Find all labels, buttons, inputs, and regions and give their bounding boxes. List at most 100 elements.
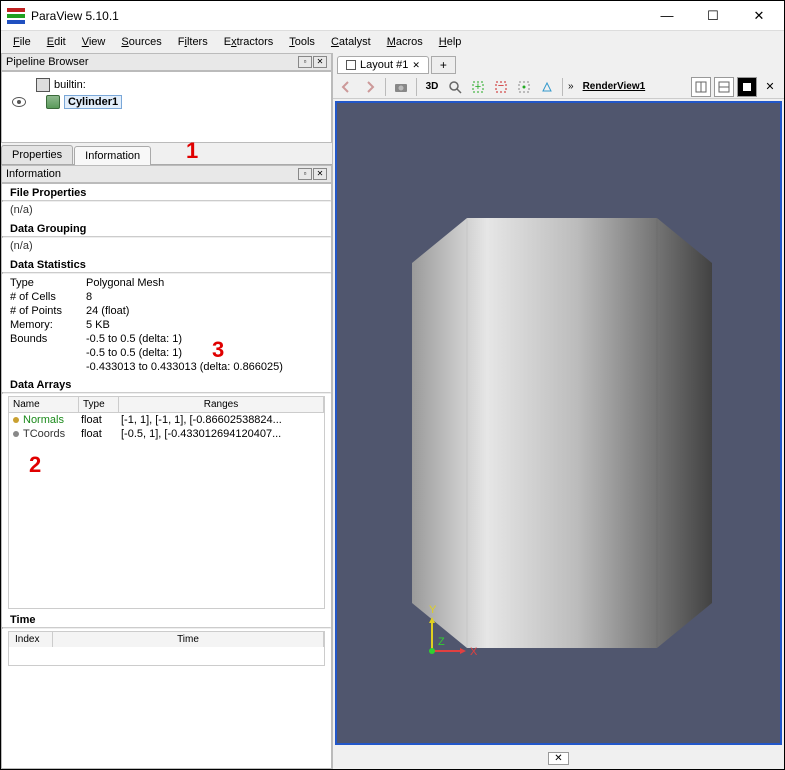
layout-tabs: Layout #1 ✕ +	[333, 53, 784, 75]
annotation-3: 3	[212, 337, 224, 363]
cylinder-icon	[46, 95, 60, 109]
col-type[interactable]: Type	[79, 397, 119, 412]
menu-view[interactable]: View	[74, 34, 114, 50]
array-dot-icon	[13, 417, 19, 423]
close-icon[interactable]: ✕	[313, 56, 327, 68]
col-name[interactable]: Name	[9, 397, 79, 412]
stat-points-value: 24 (float)	[86, 305, 129, 317]
stat-bounds-1: -0.5 to 0.5 (delta: 1)	[86, 333, 182, 345]
tab-information[interactable]: Information	[74, 146, 151, 165]
section-data-arrays: Data Arrays	[2, 376, 331, 392]
data-arrays-table: Name Type Ranges Normalsfloat[-1, 1], [-…	[8, 396, 325, 609]
window-title: ParaView 5.10.1	[31, 9, 644, 23]
visibility-eye-icon[interactable]	[12, 97, 26, 107]
array-row[interactable]: TCoordsfloat[-0.5, 1], [-0.4330126941204…	[9, 427, 324, 441]
time-table: Index Time	[8, 631, 325, 666]
stat-bounds-label: Bounds	[10, 333, 86, 345]
section-data-statistics: Data Statistics	[2, 256, 331, 272]
maximize-button[interactable]: ☐	[690, 1, 736, 31]
menu-macros[interactable]: Macros	[379, 34, 431, 50]
3d-mode-button[interactable]: 3D	[422, 77, 442, 97]
menu-extractors[interactable]: Extractors	[216, 34, 282, 50]
layout-footer: ✕	[333, 747, 784, 769]
pipeline-header-label: Pipeline Browser	[6, 56, 89, 68]
select-dot-icon[interactable]	[514, 77, 534, 97]
axis-z-label: Z	[438, 636, 445, 648]
section-time: Time	[2, 611, 331, 627]
array-row[interactable]: Normalsfloat[-1, 1], [-1, 1], [-0.866025…	[9, 413, 324, 427]
information-panel-header: Information ▫ ✕	[1, 165, 332, 183]
array-dot-icon	[13, 431, 19, 437]
select-minus-icon[interactable]: −	[491, 77, 511, 97]
restore-icon[interactable]: ▫	[298, 56, 312, 68]
menu-edit[interactable]: Edit	[39, 34, 74, 50]
menu-catalyst[interactable]: Catalyst	[323, 34, 379, 50]
forward-icon[interactable]	[360, 77, 380, 97]
app-icon	[7, 7, 25, 25]
annotation-2: 2	[29, 452, 41, 478]
time-col-index[interactable]: Index	[9, 632, 53, 647]
close-view-icon[interactable]: ✕	[760, 77, 780, 97]
menu-sources[interactable]: Sources	[113, 34, 169, 50]
split-v-icon[interactable]	[714, 77, 734, 97]
array-ranges: [-0.5, 1], [-0.433012694120407...	[121, 428, 320, 440]
axis-y-label: Y	[429, 604, 437, 616]
pipeline-browser[interactable]: builtin: Cylinder1	[1, 71, 332, 143]
annotation-1: 1	[186, 138, 198, 164]
layout-tab-1[interactable]: Layout #1 ✕	[337, 56, 429, 74]
array-ranges: [-1, 1], [-1, 1], [-0.86602538824...	[121, 414, 320, 426]
array-type: float	[81, 428, 121, 440]
menu-file[interactable]: File	[5, 34, 39, 50]
time-col-time[interactable]: Time	[53, 632, 324, 647]
file-properties-value: (n/a)	[2, 202, 331, 220]
section-data-grouping: Data Grouping	[2, 220, 331, 236]
data-statistics: TypePolygonal Mesh # of Cells8 # of Poin…	[2, 274, 331, 376]
information-panel: File Properties (n/a) Data Grouping (n/a…	[1, 183, 332, 769]
render-viewport[interactable]: X Y Z	[335, 101, 782, 745]
maximize-view-icon[interactable]	[737, 77, 757, 97]
axis-x-label: X	[470, 646, 478, 658]
layout-close-icon[interactable]: ✕	[412, 60, 420, 71]
titlebar: ParaView 5.10.1 — ☐ ✕	[1, 1, 784, 31]
array-name: TCoords	[23, 428, 81, 440]
pipeline-browser-header: Pipeline Browser ▫ ✕	[1, 53, 332, 71]
left-dock: Pipeline Browser ▫ ✕ builtin: Cylinder1 …	[1, 53, 333, 769]
camera-icon[interactable]	[391, 77, 411, 97]
select-plus-icon[interactable]: +	[468, 77, 488, 97]
render-toolbar: 3D + − » RenderView1 ✕	[333, 75, 784, 99]
stat-memory-value: 5 KB	[86, 319, 110, 331]
right-pane: Layout #1 ✕ + 3D + − » RenderView1 ✕	[333, 53, 784, 769]
info-header-label: Information	[6, 168, 61, 180]
svg-text:+: +	[475, 81, 481, 93]
pipeline-item-cylinder1[interactable]: Cylinder1	[64, 95, 122, 109]
close-icon[interactable]: ✕	[313, 168, 327, 180]
restore-icon[interactable]: ▫	[298, 168, 312, 180]
stat-memory-label: Memory:	[10, 319, 86, 331]
add-layout-button[interactable]: +	[431, 56, 456, 74]
render-view-label[interactable]: RenderView1	[583, 81, 646, 92]
select-tri-icon[interactable]	[537, 77, 557, 97]
minimize-button[interactable]: —	[644, 1, 690, 31]
back-icon[interactable]	[337, 77, 357, 97]
stat-type-label: Type	[10, 277, 86, 289]
data-grouping-value: (n/a)	[2, 238, 331, 256]
stat-type-value: Polygonal Mesh	[86, 277, 164, 289]
svg-text:−: −	[498, 81, 504, 92]
menu-help[interactable]: Help	[431, 34, 470, 50]
col-ranges[interactable]: Ranges	[119, 397, 324, 412]
chevrons-icon: »	[568, 81, 574, 92]
server-label: builtin:	[54, 79, 86, 91]
stat-points-label: # of Points	[10, 305, 86, 317]
tab-properties[interactable]: Properties	[1, 145, 73, 164]
menu-filters[interactable]: Filters	[170, 34, 216, 50]
menu-tools[interactable]: Tools	[281, 34, 323, 50]
zoom-icon[interactable]	[445, 77, 465, 97]
stat-bounds-2: -0.5 to 0.5 (delta: 1)	[86, 347, 182, 359]
footer-close-button[interactable]: ✕	[548, 752, 568, 765]
layout-tab-label: Layout #1	[360, 59, 408, 71]
close-button[interactable]: ✕	[736, 1, 782, 31]
layout-icon	[346, 60, 356, 70]
split-h-icon[interactable]	[691, 77, 711, 97]
section-file-properties: File Properties	[2, 184, 331, 200]
server-icon	[36, 78, 50, 92]
